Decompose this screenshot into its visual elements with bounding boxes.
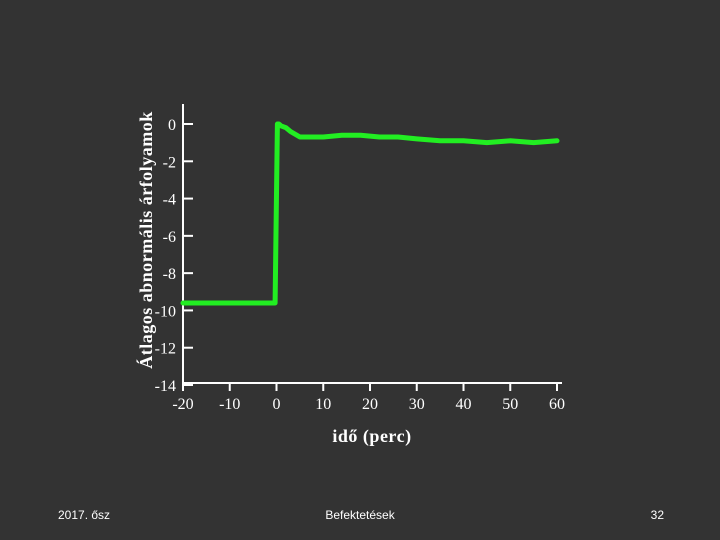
x-tick-label: 0 bbox=[273, 396, 281, 413]
x-tick-label: 50 bbox=[502, 396, 518, 413]
y-tick-label: -2 bbox=[163, 154, 176, 171]
y-tick-label: -14 bbox=[155, 378, 176, 395]
y-tick-label: -8 bbox=[163, 266, 176, 283]
y-axis-title: Átlagos abnormális árfolyamok bbox=[135, 111, 156, 369]
y-tick-label: 0 bbox=[168, 117, 176, 134]
footer-date: 2017. ősz bbox=[58, 508, 111, 522]
x-tick-label: 10 bbox=[315, 396, 331, 413]
x-axis-title: idő (perc) bbox=[332, 426, 411, 447]
y-tick-label: -4 bbox=[163, 192, 176, 209]
series bbox=[180, 121, 560, 306]
axes bbox=[182, 104, 562, 384]
y-tick-label: -10 bbox=[155, 303, 176, 320]
x-tick-label: 40 bbox=[456, 396, 472, 413]
series-line-0 bbox=[180, 121, 560, 306]
footer-title: Befektetések bbox=[325, 508, 395, 522]
ticks: 0 -2 -4 -6 -8 -10 -12 -14-20 -10 0 10 20 30 40 50 60 bbox=[155, 117, 565, 413]
y-tick-label: -6 bbox=[163, 229, 176, 246]
y-tick-label: -12 bbox=[155, 341, 176, 358]
x-tick-label: -10 bbox=[219, 396, 240, 413]
x-tick-label: 60 bbox=[549, 396, 565, 413]
x-tick-label: -20 bbox=[172, 396, 193, 413]
x-tick-label: 20 bbox=[362, 396, 378, 413]
slide-number: 32 bbox=[650, 508, 664, 522]
x-tick-label: 30 bbox=[409, 396, 425, 413]
